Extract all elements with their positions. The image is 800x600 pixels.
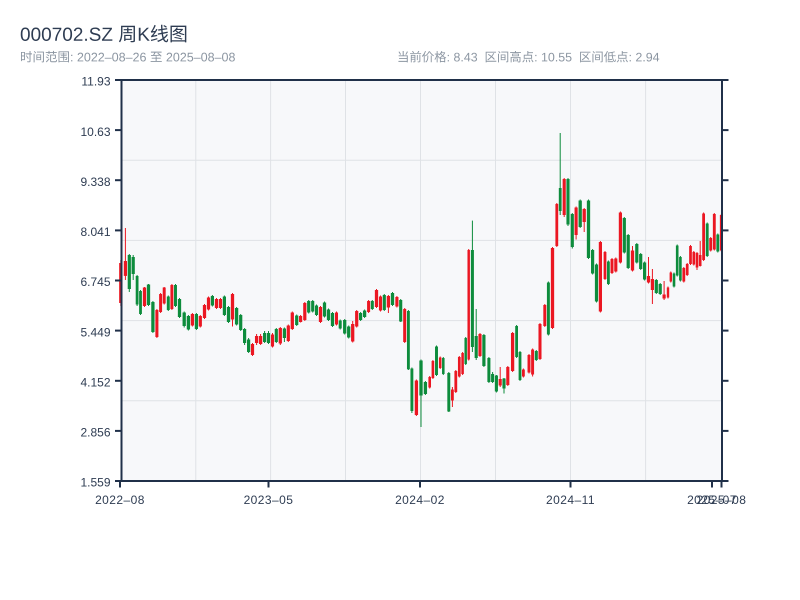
- svg-text:2022–08: 2022–08: [95, 493, 145, 507]
- svg-text:2024–11: 2024–11: [546, 493, 595, 507]
- svg-text:5.449: 5.449: [80, 325, 110, 339]
- svg-text:1.559: 1.559: [80, 476, 110, 490]
- svg-text:10.63: 10.63: [80, 125, 110, 139]
- svg-text:4.152: 4.152: [80, 376, 110, 390]
- svg-text:2024–02: 2024–02: [395, 493, 445, 507]
- svg-text:2025–07: 2025–07: [687, 493, 737, 507]
- svg-text:9.338: 9.338: [80, 175, 110, 189]
- svg-text:2023–05: 2023–05: [244, 493, 294, 507]
- svg-text:2025–08: 2025–08: [697, 493, 747, 507]
- svg-text:11.93: 11.93: [81, 75, 110, 89]
- svg-text:2.856: 2.856: [80, 426, 110, 440]
- svg-text:8.041: 8.041: [80, 225, 110, 239]
- svg-text:6.745: 6.745: [80, 275, 110, 289]
